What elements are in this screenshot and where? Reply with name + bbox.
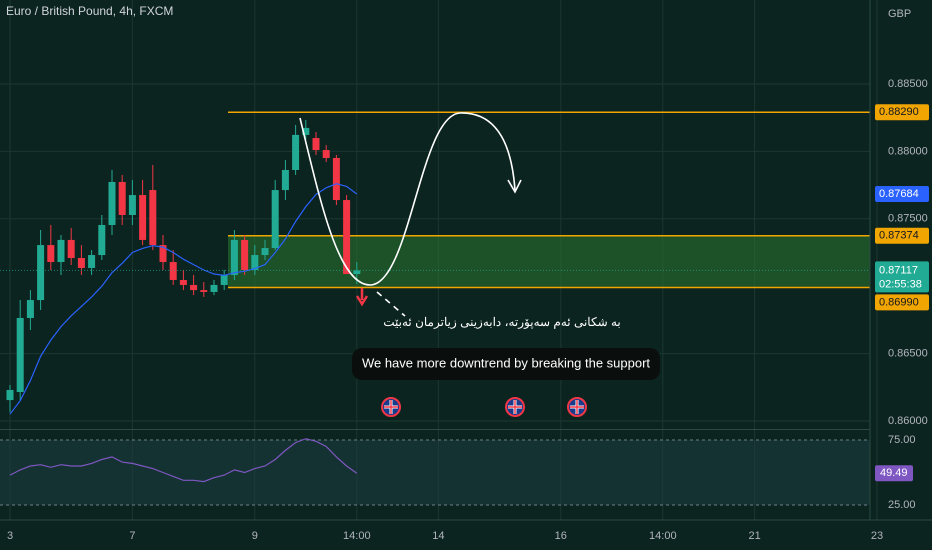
countdown-label: 02:55:38: [879, 278, 922, 290]
candle-body: [139, 195, 147, 240]
candle-body: [88, 255, 96, 268]
candle-body: [261, 248, 269, 256]
candle-body: [251, 255, 259, 270]
y-tick-label: 0.86500: [888, 347, 928, 359]
x-tick-label: 14:00: [343, 530, 371, 542]
level-price-box: [875, 227, 929, 244]
candle-body: [57, 239, 65, 263]
candle-body: [353, 270, 361, 275]
candle-body: [241, 239, 249, 270]
support-zone: [228, 235, 870, 288]
candle-body: [67, 239, 75, 258]
candle-body: [190, 284, 198, 291]
candle-body: [322, 150, 330, 158]
y-tick-label: 0.88000: [888, 145, 928, 157]
y-tick-label: 0.86000: [888, 415, 928, 427]
x-tick-label: 21: [748, 530, 760, 542]
level-price-box: [875, 104, 929, 121]
x-tick-label: 14:00: [649, 530, 677, 542]
candle-body: [77, 258, 85, 268]
x-tick-label: 7: [129, 530, 135, 542]
rsi-tick-label: 75.00: [888, 434, 916, 446]
last-price-label: 0.87117: [879, 264, 918, 276]
last-price-box: [875, 261, 929, 293]
arrow-head: [507, 179, 522, 194]
x-tick-label: 14: [432, 530, 444, 542]
y-tick-label: 0.87500: [888, 213, 928, 225]
candle-body: [159, 245, 167, 263]
candle-body: [220, 274, 228, 285]
level-price-box: [875, 294, 929, 311]
level-price-label: 0.86990: [879, 296, 919, 308]
rsi-line: [9, 438, 358, 483]
candle-body: [118, 181, 126, 215]
down-arrow: [355, 288, 369, 307]
rsi-band: [0, 440, 870, 506]
candle-body: [108, 181, 116, 225]
annotation-english: We have more downtrend by breaking the s…: [362, 355, 650, 370]
x-tick-label: 23: [871, 530, 883, 542]
candle-body: [179, 279, 187, 285]
candle-body: [47, 245, 55, 263]
candle-body: [6, 389, 14, 401]
candle-body: [343, 200, 351, 275]
candle-body: [200, 290, 208, 292]
event-flags: [381, 397, 587, 417]
rsi-tick-label: 25.00: [888, 499, 916, 511]
candle-body: [302, 127, 310, 135]
pane-separator: [0, 429, 870, 430]
ma-price-box: [875, 185, 929, 202]
candle-body: [16, 317, 24, 392]
level-price-label: 0.87374: [879, 230, 919, 242]
candle-body: [169, 262, 177, 280]
candle-body: [26, 300, 34, 318]
ma-price-label: 0.87684: [879, 188, 919, 200]
candle-body: [98, 224, 106, 256]
candle-body: [128, 195, 136, 215]
candle-body: [210, 284, 218, 292]
x-tick-label: 9: [252, 530, 258, 542]
x-tick-label: 16: [555, 530, 567, 542]
annotation-box: [352, 348, 660, 380]
chart-title: Euro / British Pound, 4h, FXCM: [6, 4, 173, 18]
axis-layer: 0.86000 0.86500 0.87500 0.88000 0.88500 3 7 9 14…: [7, 78, 929, 542]
moving-average: [9, 183, 358, 415]
plot: [0, 119, 870, 483]
candle-body: [149, 190, 157, 246]
candle-body: [332, 157, 340, 201]
uk-flag[interactable]: [567, 397, 587, 417]
candle-body: [271, 190, 279, 249]
projection-curve: [299, 112, 516, 286]
candle-body: [37, 245, 45, 301]
candle-body: [312, 138, 320, 151]
level-price-label: 0.88290: [879, 106, 919, 118]
y-tick-label: 0.88500: [888, 78, 928, 90]
rsi-value-box: [875, 465, 913, 482]
candle-body: [292, 134, 300, 170]
uk-flag[interactable]: [381, 397, 401, 417]
currency-label: GBP: [888, 8, 911, 20]
rsi-value-label: 49.49: [880, 467, 908, 479]
annotation-kurdish: به شکانی ئەم سەپۆرتە، دابەزینی زیاترمان …: [383, 315, 621, 329]
uk-flag[interactable]: [505, 397, 525, 417]
candle-body: [281, 169, 289, 191]
candle-body: [230, 239, 238, 275]
x-tick-label: 3: [7, 530, 13, 542]
